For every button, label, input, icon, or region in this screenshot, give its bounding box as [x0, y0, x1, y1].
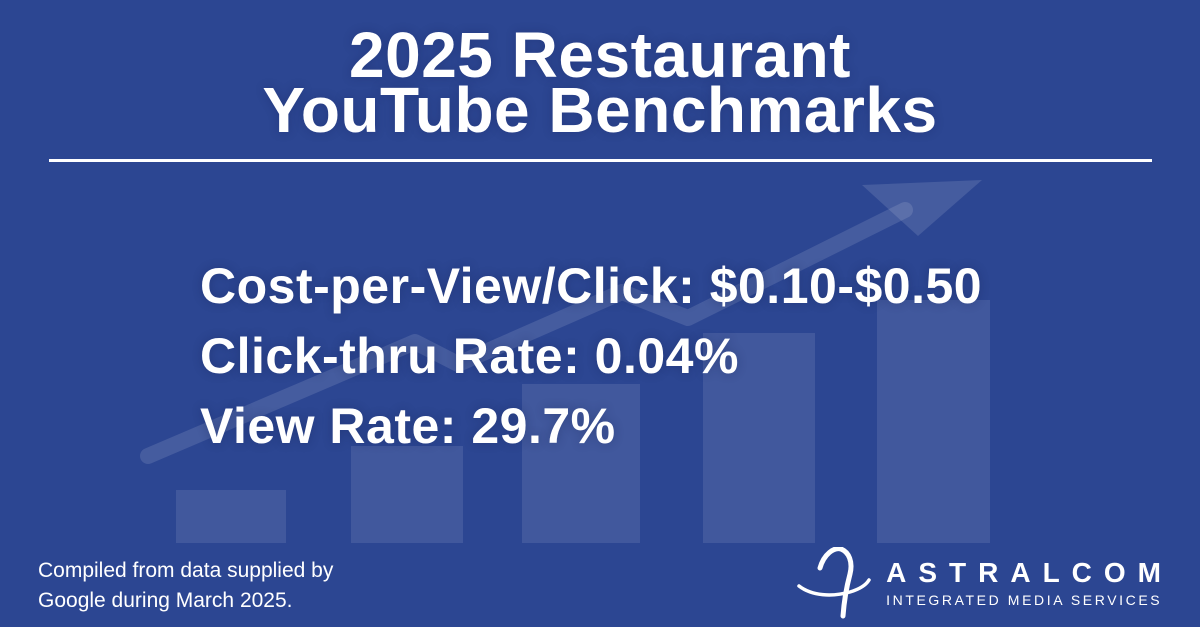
logo-brand-text: ASTRALCOM [886, 557, 1173, 588]
stat-view-rate: View Rate: 29.7% [200, 398, 616, 454]
title-divider [49, 159, 1152, 162]
logo-tagline-text: INTEGRATED MEDIA SERVICES [886, 592, 1163, 608]
logo-text-lockup: ASTRALCOM INTEGRATED MEDIA SERVICES [886, 557, 1161, 609]
decor-bar [522, 384, 640, 543]
decor-bar [176, 490, 286, 543]
page-title: 2025 Restaurant YouTube Benchmarks [0, 19, 1200, 146]
title-line-1: 2025 Restaurant [349, 19, 851, 91]
astralcom-logo-mark-icon [797, 547, 871, 619]
footnote-line-1: Compiled from data supplied by [38, 559, 334, 582]
decor-bar [703, 333, 815, 543]
benchmark-stats: Cost-per-View/Click: $0.10-$0.50 Click-t… [200, 251, 982, 461]
stat-cost-per-view-click: Cost-per-View/Click: $0.10-$0.50 [200, 258, 983, 314]
footnote-line-2: Google during March 2025. [38, 589, 293, 612]
trend-arrow-shaft [140, 202, 913, 464]
source-footnote: Compiled from data supplied by Google du… [38, 556, 333, 616]
title-line-2: YouTube Benchmarks [262, 74, 938, 146]
decor-bar [877, 300, 990, 543]
stat-click-thru-rate: Click-thru Rate: 0.04% [200, 328, 739, 384]
astralcom-logo: ASTRALCOM INTEGRATED MEDIA SERVICES [797, 547, 1161, 619]
trend-arrow-head [862, 180, 982, 236]
decor-bar [351, 446, 463, 543]
